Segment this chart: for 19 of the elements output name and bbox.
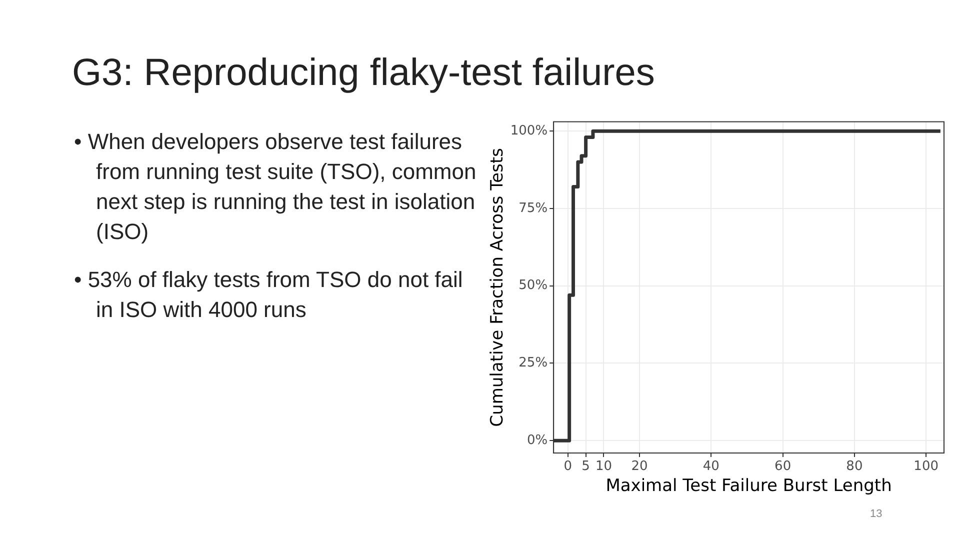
x-tick-label: 10 [595, 459, 612, 474]
y-tick-label: 75% [518, 200, 548, 216]
x-tick-label: 5 [582, 459, 590, 474]
x-axis-title: Maximal Test Failure Burst Length [606, 476, 892, 496]
x-tick-label: 60 [774, 459, 792, 474]
x-tick-label: 80 [846, 459, 863, 474]
y-tick-label: 100% [510, 123, 548, 138]
y-tick-label: 50% [518, 278, 548, 294]
x-tick-label: 20 [631, 459, 648, 474]
y-tick-label: 25% [518, 356, 548, 371]
text: 13 [870, 508, 882, 520]
y-axis-title: Cumulative Fraction Across Tests [488, 148, 508, 427]
y-tick-label: 0% [526, 432, 548, 448]
text: • When developers observe test failures from running test suite (TSO), common next step is running the test in isolation (ISO) [74, 128, 478, 246]
x-tick-label: 40 [702, 459, 720, 474]
x-tick-label: 0 [564, 459, 572, 474]
x-tick-label: 100 [914, 459, 939, 474]
chart-title: G3: Reproducing flaky-test failures [72, 52, 655, 95]
text: • 53% of flaky tests from TSO do not fail in ISO with 4000 runs [74, 266, 464, 324]
